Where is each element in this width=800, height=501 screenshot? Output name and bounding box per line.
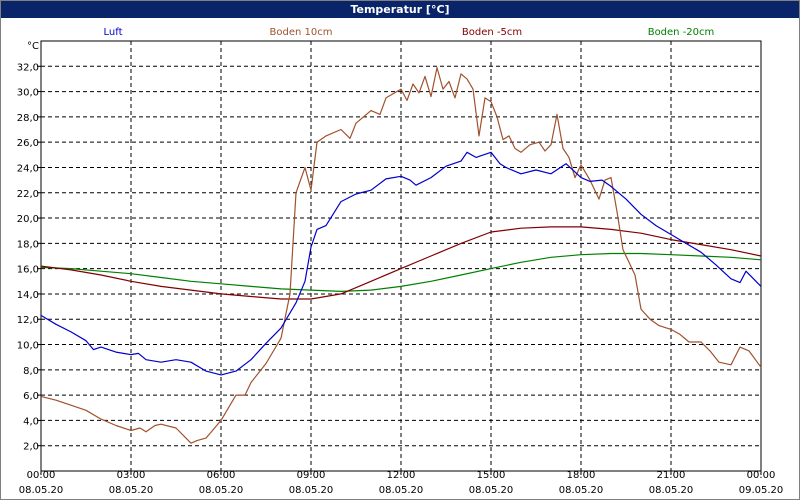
- y-tick-label: 22,0: [17, 189, 39, 200]
- x-tick-time-label: 15:00: [477, 470, 506, 481]
- x-tick-date-label: 08.05.20: [469, 485, 514, 496]
- y-tick-label: 8,0: [23, 366, 39, 377]
- y-tick-label: 16,0: [17, 265, 39, 276]
- y-tick-label: 14,0: [17, 290, 39, 301]
- legend-entry: Luft: [104, 27, 123, 38]
- x-tick-date-label: 08.05.20: [19, 485, 64, 496]
- y-tick-label: 10,0: [17, 341, 39, 352]
- series-line-luft: [40, 151, 762, 376]
- y-tick-label: 24,0: [17, 163, 39, 174]
- x-tick-date-label: 08.05.20: [559, 485, 604, 496]
- x-tick-time-label: 00:00: [747, 470, 776, 481]
- y-tick-label: 28,0: [17, 113, 39, 124]
- series-line-boden-20cm: [40, 252, 762, 292]
- x-tick-time-label: 18:00: [567, 470, 596, 481]
- y-tick-label: 18,0: [17, 239, 39, 250]
- y-tick-label: 30,0: [17, 88, 39, 99]
- series-line-boden-5cm: [40, 226, 762, 300]
- x-tick-date-label: 08.05.20: [109, 485, 154, 496]
- x-tick-date-label: 09.05.20: [739, 485, 784, 496]
- x-tick-time-label: 00:00: [27, 470, 56, 481]
- x-tick-date-label: 08.05.20: [379, 485, 424, 496]
- y-tick-label: 2,0: [23, 442, 39, 453]
- x-tick-time-label: 03:00: [117, 470, 146, 481]
- y-tick-label: 32,0: [17, 62, 39, 73]
- y-tick-label: 4,0: [23, 416, 39, 427]
- window-title: Temperatur [°C]: [1, 1, 799, 18]
- x-tick-date-label: 08.05.20: [289, 485, 334, 496]
- y-tick-label: 12,0: [17, 315, 39, 326]
- y-tick-label: 6,0: [23, 391, 39, 402]
- legend-entry: Boden 10cm: [270, 27, 333, 38]
- x-tick-date-label: 08.05.20: [199, 485, 244, 496]
- x-tick-time-label: 09:00: [297, 470, 326, 481]
- x-tick-time-label: 06:00: [207, 470, 236, 481]
- x-tick-time-label: 12:00: [387, 470, 416, 481]
- series-line-boden-10cm: [40, 66, 762, 444]
- x-tick-time-label: 21:00: [657, 470, 686, 481]
- legend-entry: Boden -20cm: [648, 27, 715, 38]
- y-tick-label: 26,0: [17, 138, 39, 149]
- x-tick-date-label: 08.05.20: [649, 485, 694, 496]
- y-tick-label: 20,0: [17, 214, 39, 225]
- legend-entry: Boden -5cm: [462, 27, 522, 38]
- y-axis-unit: °C: [27, 41, 39, 52]
